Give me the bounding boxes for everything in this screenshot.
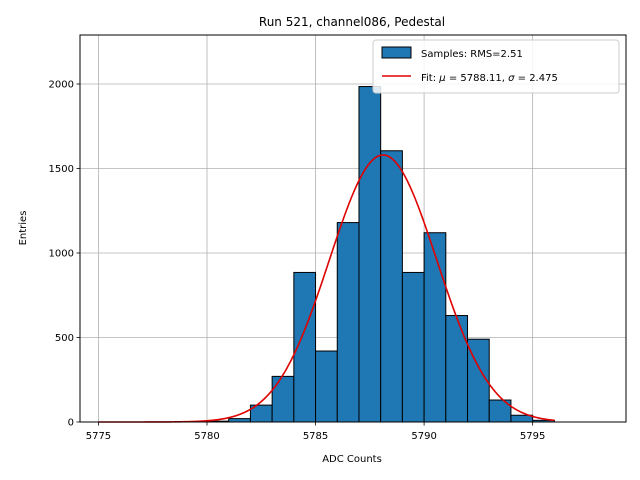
legend-fit-mu-value: = 5788.11, [446, 73, 508, 84]
histogram-bar [271, 375, 295, 423]
legend-fit-sigma-value: = 2.475 [514, 73, 557, 84]
y-tick-label: 1000 [49, 249, 74, 260]
y-tick-label: 2000 [49, 80, 74, 91]
legend-fit-mu-symbol: μ [438, 73, 445, 84]
legend-fit-prefix: Fit: [421, 73, 439, 84]
histogram-bar [401, 271, 425, 423]
y-tick-label: 1500 [49, 164, 74, 175]
histogram-bar [336, 222, 360, 423]
histogram-bar [380, 150, 403, 423]
legend-box [372, 39, 620, 94]
legend: Samples: RMS=2.51 Fit: μ = 5788.11, σ = … [372, 39, 620, 94]
histogram-bar [423, 232, 447, 423]
x-axis-ticks: 5775 5780 5785 5790 5795 [86, 422, 545, 442]
chart-title: Run 521, channel086, Pedestal [259, 15, 445, 29]
histogram-bars [206, 86, 555, 423]
x-tick-label: 5780 [194, 431, 219, 442]
histogram-bar [228, 418, 251, 423]
plot-frame [79, 34, 627, 423]
legend-histogram-label: Samples: RMS=2.51 [421, 49, 523, 60]
legend-histogram-swatch [381, 46, 412, 59]
legend-fit-sigma-symbol: σ [508, 73, 515, 84]
x-tick-label: 5785 [303, 431, 328, 442]
x-axis-label: ADC Counts [322, 454, 382, 465]
y-tick-label: 0 [68, 418, 74, 429]
legend-fit-label: Fit: μ = 5788.11, σ = 2.475 [421, 73, 558, 84]
x-tick-label: 5790 [411, 431, 436, 442]
x-tick-label: 5775 [86, 431, 111, 442]
y-axis-label: Entries [18, 211, 29, 246]
y-tick-label: 500 [55, 333, 74, 344]
histogram-bar [445, 315, 469, 423]
histogram-bar [358, 86, 382, 423]
histogram-bar [315, 350, 338, 423]
y-axis-ticks: 0 500 1000 1500 2000 [49, 80, 80, 429]
x-tick-label: 5795 [520, 431, 545, 442]
